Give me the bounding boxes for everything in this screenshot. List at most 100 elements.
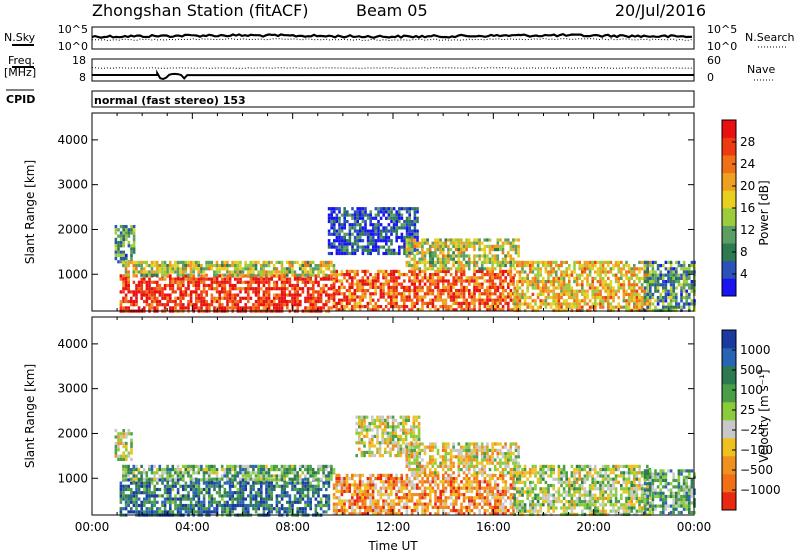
heatmap-cell [114,244,118,248]
heatmap-cell [254,290,258,294]
heatmap-cell [381,422,384,426]
heatmap-cell [408,241,411,245]
heatmap-cell [415,418,418,422]
heatmap-cell [465,301,468,305]
heatmap-cell [231,491,234,495]
heatmap-cell [523,308,527,312]
heatmap-cell [335,213,339,217]
heatmap-cell [322,290,325,294]
heatmap-cell [586,308,589,312]
heatmap-cell [119,494,123,498]
heatmap-cell [330,464,333,468]
heatmap-cell [418,273,422,277]
heatmap-cell [142,273,146,277]
heatmap-cell [390,292,393,296]
heatmap-cell [314,487,318,492]
heatmap-cell [444,257,448,261]
heatmap-cell [283,296,286,300]
heatmap-cell [228,277,232,281]
heatmap-cell [509,486,513,490]
heatmap-cell [114,445,118,449]
heatmap-cell [299,494,302,498]
heatmap-cell [410,298,414,302]
heatmap-cell [377,232,380,236]
heatmap-cell [491,298,494,302]
heatmap-cell [462,483,466,487]
heatmap-cell [640,267,644,271]
heatmap-cell [423,489,427,493]
heatmap-cell [547,296,550,300]
heatmap-cell [197,500,201,504]
heatmap-cell [265,491,268,495]
heatmap-cell [332,273,336,277]
heatmap-cell [262,280,266,284]
heatmap-cell [449,298,453,302]
heatmap-cell [153,497,156,501]
heatmap-cell [408,477,411,481]
heatmap-cell [236,471,240,475]
heatmap-cell [669,276,673,280]
heatmap-cell [421,254,424,258]
heatmap-cell [449,292,453,296]
heatmap-cell [423,486,427,490]
heatmap-cell [359,216,362,220]
heatmap-cell [638,280,641,284]
heatmap-cell [662,299,665,303]
heatmap-cell [275,267,279,271]
heatmap-cell [306,484,310,488]
heatmap-cell [176,296,180,300]
heatmap-cell [125,253,128,257]
heatmap-cell [499,285,502,289]
heatmap-cell [311,270,315,274]
heatmap-cell [609,292,613,296]
heatmap-cell [314,471,318,475]
heatmap-cell [348,295,351,299]
heatmap-cell [364,486,367,490]
heatmap-cell [244,303,247,307]
heatmap-cell [184,487,188,492]
heatmap-cell [373,444,377,448]
heatmap-cell [205,299,208,304]
heatmap-cell [622,296,626,300]
heatmap-cell [516,260,519,264]
heatmap-cell [496,289,500,293]
heatmap-cell [119,277,123,281]
heatmap-cell [488,292,492,296]
heatmap-cell [643,308,647,312]
heatmap-cell [114,454,118,458]
heatmap-cell [351,292,354,296]
heatmap-cell [348,229,352,233]
heatmap-cell [358,493,362,497]
heatmap-cell [192,487,195,492]
heatmap-cell [221,306,224,310]
heatmap-cell [460,301,463,305]
heatmap-cell [158,487,162,492]
heatmap-cell [215,299,219,304]
heatmap-cell [630,267,633,271]
heatmap-cell [573,299,576,303]
heatmap-cell [478,254,481,258]
heatmap-cell [529,264,532,268]
heatmap-cell [486,308,489,312]
heatmap-cell [343,248,346,252]
heatmap-cell [662,302,665,306]
heatmap-cell [478,483,481,487]
heatmap-cell [254,306,258,310]
heatmap-cell [664,308,668,312]
heatmap-cell [493,248,497,252]
heatmap-cell [249,296,253,300]
heatmap-cell [221,510,224,514]
heatmap-cell [114,237,118,241]
heatmap-cell [382,207,385,211]
heatmap-cell [387,248,391,252]
heatmap-cell [379,295,383,299]
heatmap-cell [656,276,660,280]
heatmap-cell [526,305,529,309]
heatmap-cell [434,254,437,258]
heatmap-cell [239,503,242,508]
heatmap-cell [171,464,175,468]
heatmap-cell [324,264,328,268]
heatmap-cell [153,500,156,504]
heatmap-cell [135,464,138,468]
heatmap-cell [417,444,421,448]
